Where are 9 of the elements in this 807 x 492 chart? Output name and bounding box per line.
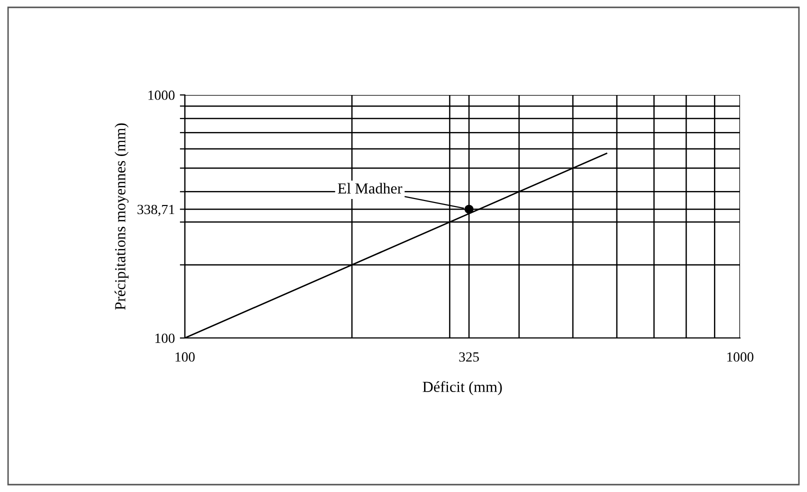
x-tick-label: 1000 xyxy=(727,352,754,362)
y-tick-label: 1000 xyxy=(148,90,175,100)
x-tick-label: 100 xyxy=(176,352,195,362)
y-tick-label: 338,71 xyxy=(138,204,174,216)
y-axis-title: Précipitations moyennes (mm) xyxy=(114,123,129,310)
x-axis-title: Déficit (mm) xyxy=(422,381,502,396)
x-tick-label: 325 xyxy=(459,352,479,362)
annotation: El Madher xyxy=(338,182,402,194)
y-tick-label: 100 xyxy=(155,334,175,343)
